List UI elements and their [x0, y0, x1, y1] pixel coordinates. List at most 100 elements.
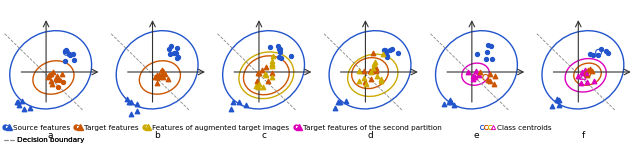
- Point: [333, 101, 344, 103]
- Point: [54, 78, 64, 81]
- Point: [126, 113, 136, 115]
- Point: [275, 51, 285, 54]
- Point: [483, 44, 493, 46]
- Point: [578, 75, 588, 77]
- Point: [580, 70, 591, 72]
- Point: [581, 72, 591, 74]
- Point: [157, 69, 167, 71]
- Point: [382, 55, 392, 57]
- Point: [369, 63, 380, 65]
- Point: [577, 71, 588, 73]
- Point: [44, 73, 54, 76]
- Point: [124, 101, 134, 103]
- Point: [576, 82, 586, 84]
- Point: [335, 101, 346, 103]
- Point: [580, 69, 590, 71]
- Point: [266, 46, 276, 48]
- Point: [234, 101, 244, 103]
- Point: [385, 49, 395, 51]
- Point: [266, 75, 276, 78]
- Point: [152, 74, 162, 76]
- Point: [470, 73, 481, 75]
- Point: [382, 56, 392, 58]
- Point: [48, 71, 58, 73]
- Point: [267, 63, 277, 66]
- Point: [150, 76, 161, 79]
- Point: [445, 99, 455, 101]
- Point: [45, 73, 56, 75]
- Point: [153, 77, 163, 79]
- Point: [365, 70, 376, 73]
- Point: [582, 73, 592, 75]
- Point: [58, 81, 68, 83]
- Point: [260, 73, 271, 75]
- Point: [172, 47, 182, 49]
- Point: [258, 85, 268, 88]
- Point: [371, 67, 381, 69]
- Point: [467, 75, 477, 77]
- Point: [552, 99, 562, 101]
- Point: [371, 70, 381, 72]
- Point: [169, 51, 179, 54]
- Point: [163, 78, 173, 80]
- Point: [257, 69, 267, 71]
- Point: [487, 57, 497, 60]
- Point: [582, 81, 592, 83]
- Point: [365, 78, 376, 80]
- Point: [588, 54, 598, 56]
- Point: [263, 80, 273, 82]
- Point: [268, 55, 278, 58]
- Point: [253, 83, 264, 85]
- Point: [475, 71, 485, 73]
- Point: [446, 101, 456, 103]
- Point: [370, 60, 380, 63]
- Point: [275, 57, 285, 60]
- Point: [573, 75, 584, 78]
- Point: [472, 53, 483, 55]
- Point: [486, 45, 496, 47]
- Point: [267, 72, 277, 74]
- Point: [481, 76, 491, 79]
- Point: [484, 79, 495, 82]
- Point: [470, 76, 480, 78]
- Point: [285, 55, 296, 57]
- Point: [380, 49, 390, 51]
- Point: [468, 78, 478, 80]
- Text: c: c: [261, 131, 266, 140]
- Point: [60, 50, 70, 52]
- Point: [483, 78, 493, 81]
- Point: [65, 54, 75, 56]
- Point: [157, 73, 167, 75]
- Point: [164, 48, 174, 50]
- Point: [253, 86, 263, 88]
- Point: [13, 104, 24, 106]
- Point: [52, 75, 62, 77]
- Point: [25, 107, 35, 109]
- Point: [157, 75, 168, 78]
- Point: [157, 75, 167, 77]
- Point: [160, 73, 170, 75]
- Point: [152, 76, 162, 78]
- Point: [253, 82, 264, 84]
- Point: [368, 52, 378, 54]
- Point: [254, 72, 264, 74]
- Point: [376, 80, 386, 82]
- Point: [368, 67, 378, 69]
- Point: [126, 101, 136, 103]
- Point: [63, 53, 74, 55]
- Point: [12, 101, 22, 103]
- Point: [273, 45, 284, 47]
- Point: [43, 75, 53, 78]
- Point: [68, 53, 79, 55]
- Point: [601, 50, 611, 52]
- Point: [228, 101, 239, 104]
- Point: [593, 54, 603, 56]
- Point: [444, 101, 454, 104]
- Point: [380, 48, 390, 51]
- Point: [341, 100, 351, 102]
- Point: [552, 98, 562, 101]
- Point: [47, 83, 57, 85]
- Point: [274, 56, 284, 59]
- Point: [376, 78, 387, 80]
- Point: [166, 45, 177, 48]
